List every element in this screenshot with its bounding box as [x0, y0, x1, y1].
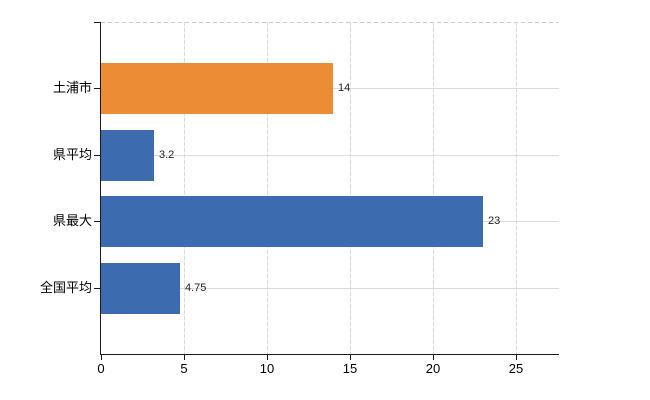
bar-value-label: 4.75	[185, 282, 207, 294]
y-axis-line	[100, 22, 101, 355]
category-label: 全国平均	[39, 280, 92, 295]
vertical-gridline	[350, 22, 351, 354]
bar-県平均	[101, 130, 154, 181]
vertical-gridline	[516, 22, 517, 354]
value-axis-tick-label: 20	[425, 361, 441, 376]
bar-県最大	[101, 196, 483, 247]
bar-全国平均	[101, 263, 180, 314]
value-axis-tick-label: 10	[259, 361, 275, 376]
vertical-gridline	[267, 22, 268, 354]
category-tick	[94, 288, 100, 289]
plot-top-border	[101, 22, 559, 23]
value-axis-tick	[350, 355, 351, 360]
value-axis-tick	[101, 355, 102, 360]
category-label: 土浦市	[52, 80, 92, 95]
value-axis-tick-label: 0	[97, 361, 105, 376]
bar-value-label: 3.2	[159, 149, 175, 161]
value-axis-tick	[516, 355, 517, 360]
category-tick	[94, 221, 100, 222]
x-axis-line	[100, 354, 559, 355]
value-axis-tick-label: 5	[180, 361, 188, 376]
category-tick	[94, 155, 100, 156]
value-axis-tick-label: 25	[508, 361, 524, 376]
bar-土浦市	[101, 63, 333, 114]
value-axis-tick	[184, 355, 185, 360]
value-axis-tick	[433, 355, 434, 360]
category-tick	[94, 88, 100, 89]
vertical-gridline	[433, 22, 434, 354]
bar-value-label: 23	[488, 215, 501, 227]
vertical-gridline	[184, 22, 185, 354]
bar-value-label: 14	[338, 82, 351, 94]
y-axis-top-tick	[94, 22, 100, 23]
horizontal-gridline	[101, 288, 559, 289]
category-label: 県平均	[52, 147, 92, 162]
category-label: 県最大	[52, 213, 92, 228]
value-axis-tick-label: 15	[342, 361, 358, 376]
value-axis-tick	[267, 355, 268, 360]
horizontal-gridline	[101, 155, 559, 156]
